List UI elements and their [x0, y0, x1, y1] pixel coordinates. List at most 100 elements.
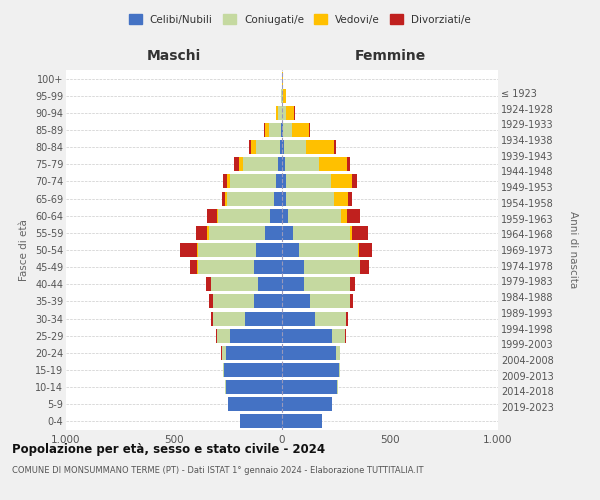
Bar [282, 260, 304, 274]
Bar [230, 174, 275, 188]
Bar [283, 88, 286, 102]
Bar [336, 346, 340, 360]
Bar [286, 106, 295, 120]
Bar [282, 414, 322, 428]
Bar [360, 260, 361, 274]
Bar [256, 243, 282, 257]
Bar [282, 140, 284, 154]
Bar [339, 363, 340, 377]
Bar [293, 226, 350, 240]
Bar [281, 88, 282, 102]
Y-axis label: Anni di nascita: Anni di nascita [568, 212, 578, 288]
Bar [282, 226, 293, 240]
Bar [207, 208, 217, 222]
Bar [280, 140, 282, 154]
Bar [282, 398, 332, 411]
Bar [350, 278, 355, 291]
Bar [286, 174, 331, 188]
Bar [331, 174, 352, 188]
Bar [350, 226, 352, 240]
Bar [209, 226, 265, 240]
Bar [316, 312, 346, 326]
Bar [283, 123, 292, 137]
Bar [196, 226, 208, 240]
Bar [347, 158, 350, 172]
Bar [282, 123, 283, 137]
Bar [265, 123, 269, 137]
Bar [208, 226, 209, 240]
Bar [190, 260, 197, 274]
Bar [221, 192, 225, 205]
Bar [258, 278, 282, 291]
Bar [334, 140, 335, 154]
Bar [270, 208, 282, 222]
Bar [352, 226, 368, 240]
Bar [218, 208, 270, 222]
Bar [282, 328, 332, 342]
Bar [211, 312, 213, 326]
Bar [304, 260, 360, 274]
Bar [359, 243, 371, 257]
Bar [344, 328, 346, 342]
Bar [240, 414, 282, 428]
Bar [350, 294, 353, 308]
Bar [347, 208, 360, 222]
Bar [281, 123, 282, 137]
Bar [276, 106, 278, 120]
Bar [239, 158, 243, 172]
Bar [224, 363, 282, 377]
Bar [282, 158, 285, 172]
Legend: Celibi/Nubili, Coniugati/e, Vedovi/e, Divorziati/e: Celibi/Nubili, Coniugati/e, Vedovi/e, Di… [125, 10, 475, 29]
Bar [358, 243, 359, 257]
Bar [299, 243, 358, 257]
Text: COMUNE DI MONSUMMANO TERME (PT) - Dati ISTAT 1° gennaio 2024 - Elaborazione TUTT: COMUNE DI MONSUMMANO TERME (PT) - Dati I… [12, 466, 424, 475]
Bar [282, 243, 299, 257]
Bar [235, 158, 239, 172]
Bar [310, 294, 350, 308]
Bar [319, 158, 347, 172]
Bar [217, 208, 218, 222]
Bar [213, 312, 245, 326]
Bar [263, 123, 265, 137]
Bar [256, 140, 280, 154]
Bar [282, 174, 286, 188]
Bar [278, 158, 282, 172]
Bar [282, 346, 336, 360]
Bar [227, 192, 274, 205]
Bar [254, 260, 282, 274]
Bar [211, 278, 258, 291]
Bar [352, 174, 356, 188]
Bar [209, 294, 212, 308]
Bar [283, 106, 286, 120]
Bar [346, 312, 348, 326]
Bar [284, 140, 306, 154]
Bar [282, 278, 304, 291]
Bar [206, 278, 211, 291]
Bar [223, 174, 227, 188]
Bar [269, 123, 281, 137]
Bar [245, 312, 282, 326]
Bar [334, 192, 348, 205]
Bar [286, 192, 334, 205]
Text: Maschi: Maschi [147, 48, 201, 62]
Bar [198, 243, 256, 257]
Bar [251, 140, 256, 154]
Bar [225, 192, 227, 205]
Bar [341, 208, 347, 222]
Bar [332, 328, 344, 342]
Bar [248, 140, 251, 154]
Y-axis label: Fasce di età: Fasce di età [19, 219, 29, 281]
Bar [282, 88, 283, 102]
Bar [361, 260, 369, 274]
Bar [228, 398, 282, 411]
Bar [227, 174, 230, 188]
Bar [282, 208, 289, 222]
Bar [243, 158, 278, 172]
Bar [304, 278, 350, 291]
Bar [282, 380, 337, 394]
Bar [292, 123, 309, 137]
Bar [221, 346, 226, 360]
Bar [282, 192, 286, 205]
Bar [282, 294, 310, 308]
Bar [180, 243, 197, 257]
